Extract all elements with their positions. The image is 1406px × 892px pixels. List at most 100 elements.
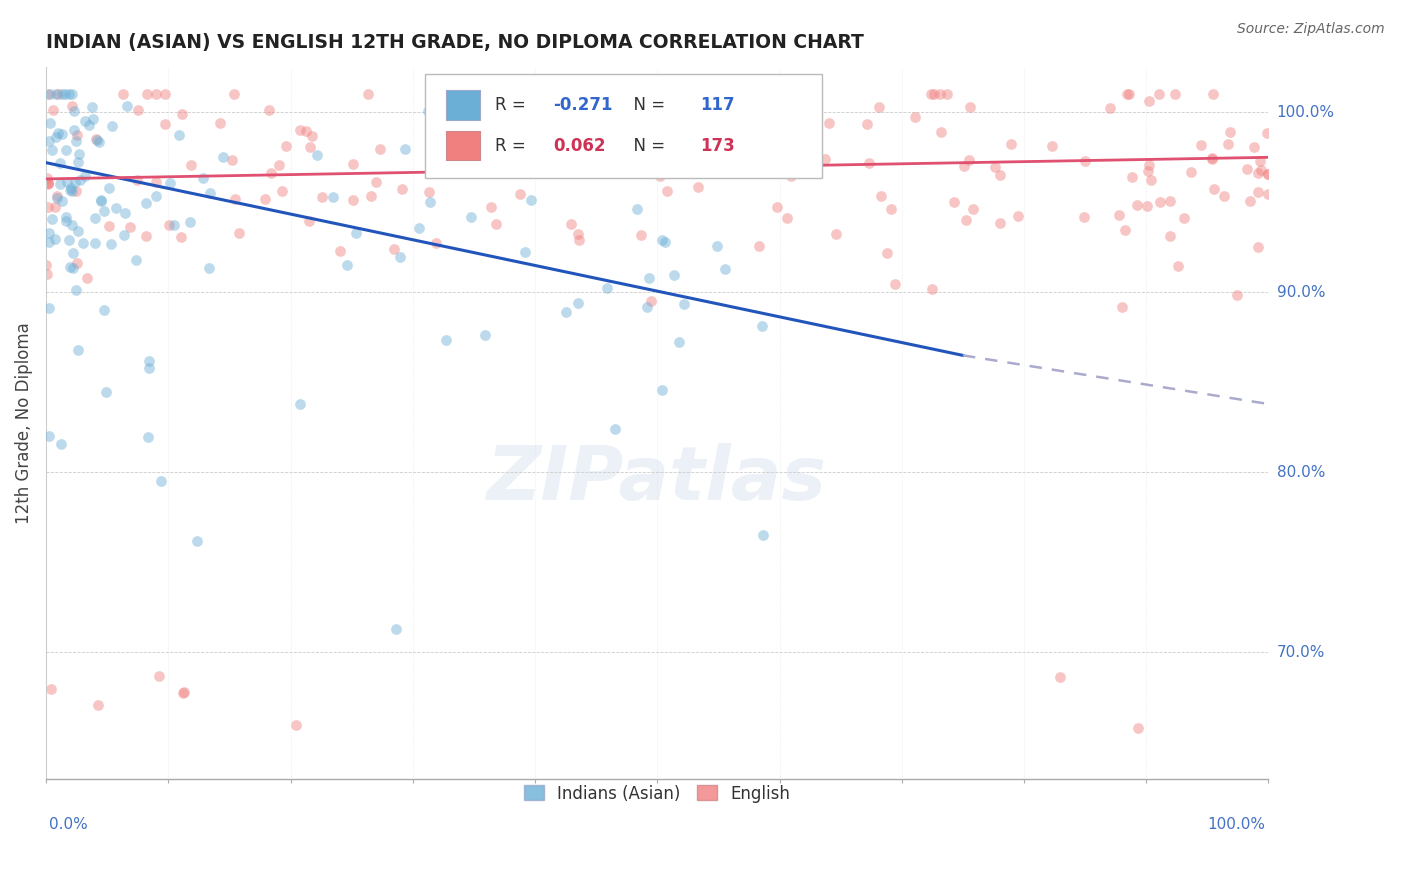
Point: [1202, 87, 1225, 102]
Point: [288, 123, 311, 137]
Point: [179, 214, 201, 228]
Point: [72, 235, 94, 250]
Point: [657, 184, 679, 198]
Text: 117: 117: [700, 96, 735, 114]
Point: [626, 147, 648, 161]
Point: [1164, 87, 1187, 102]
Point: [858, 156, 880, 170]
Point: [666, 140, 689, 154]
Point: [159, 177, 181, 191]
Point: [75, 114, 97, 128]
Point: [389, 250, 412, 264]
Point: [714, 262, 737, 277]
Point: [662, 268, 685, 282]
Point: [467, 98, 489, 112]
Text: ZIPatlas: ZIPatlas: [488, 443, 827, 516]
Text: N =: N =: [623, 136, 671, 154]
Point: [35, 258, 58, 272]
Point: [90, 193, 112, 207]
Point: [1173, 211, 1195, 225]
Point: [305, 148, 328, 162]
Point: [636, 300, 658, 314]
Point: [936, 87, 959, 102]
Point: [136, 430, 159, 444]
Point: [568, 233, 591, 247]
Point: [1257, 167, 1279, 181]
Point: [1136, 199, 1159, 213]
Point: [104, 201, 127, 215]
Point: [651, 384, 673, 398]
Point: [519, 193, 541, 207]
Point: [66, 128, 89, 142]
Point: [180, 158, 202, 172]
Point: [55, 214, 77, 228]
Point: [60, 98, 83, 112]
Point: [1236, 161, 1258, 176]
Point: [780, 169, 803, 183]
Point: [111, 87, 134, 102]
Point: [170, 230, 193, 244]
Point: [869, 189, 891, 203]
Point: [1042, 138, 1064, 153]
Text: 173: 173: [700, 136, 735, 154]
FancyBboxPatch shape: [446, 130, 479, 161]
Text: 70.0%: 70.0%: [1277, 645, 1324, 660]
Point: [274, 139, 297, 153]
Point: [269, 158, 291, 172]
Point: [49, 178, 72, 192]
Point: [988, 216, 1011, 230]
Text: 90.0%: 90.0%: [1277, 285, 1326, 300]
Point: [984, 160, 1007, 174]
Point: [62, 184, 84, 198]
Point: [752, 528, 775, 542]
Point: [533, 96, 555, 111]
Point: [668, 335, 690, 350]
Point: [38, 135, 60, 149]
Point: [1149, 194, 1171, 209]
Text: 100.0%: 100.0%: [1208, 817, 1265, 832]
Point: [135, 229, 157, 244]
Point: [69, 173, 91, 187]
Point: [1247, 185, 1270, 199]
Point: [63, 175, 86, 189]
Point: [942, 194, 965, 209]
Point: [149, 474, 172, 488]
Point: [157, 218, 180, 232]
Point: [1139, 173, 1161, 187]
Point: [1137, 158, 1160, 172]
Point: [294, 124, 316, 138]
Point: [460, 210, 482, 224]
Point: [1159, 194, 1181, 209]
Point: [485, 217, 508, 231]
Point: [51, 127, 73, 141]
Text: 0.0%: 0.0%: [49, 817, 87, 832]
Point: [427, 147, 450, 161]
Point: [145, 175, 167, 189]
Point: [35, 267, 58, 281]
Point: [1007, 209, 1029, 223]
Point: [479, 200, 502, 214]
Point: [1239, 194, 1261, 209]
Point: [626, 103, 648, 117]
Point: [763, 122, 786, 136]
Text: R =: R =: [495, 96, 530, 114]
Point: [1000, 136, 1022, 151]
Point: [49, 437, 72, 451]
Point: [336, 259, 359, 273]
Point: [509, 187, 531, 202]
Point: [648, 169, 671, 183]
Point: [66, 224, 89, 238]
Point: [65, 283, 87, 297]
Point: [45, 87, 67, 102]
Point: [155, 117, 177, 131]
Point: [515, 245, 537, 260]
Point: [93, 204, 115, 219]
Point: [66, 154, 89, 169]
Point: [751, 319, 773, 334]
Point: [922, 87, 945, 102]
Point: [1121, 170, 1143, 185]
Point: [82, 112, 104, 127]
Point: [87, 135, 110, 149]
Point: [62, 122, 84, 136]
Point: [474, 328, 496, 343]
